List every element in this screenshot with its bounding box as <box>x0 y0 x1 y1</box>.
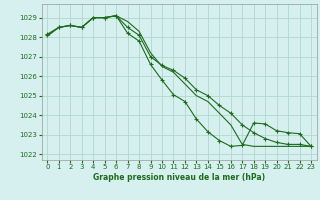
X-axis label: Graphe pression niveau de la mer (hPa): Graphe pression niveau de la mer (hPa) <box>93 173 265 182</box>
